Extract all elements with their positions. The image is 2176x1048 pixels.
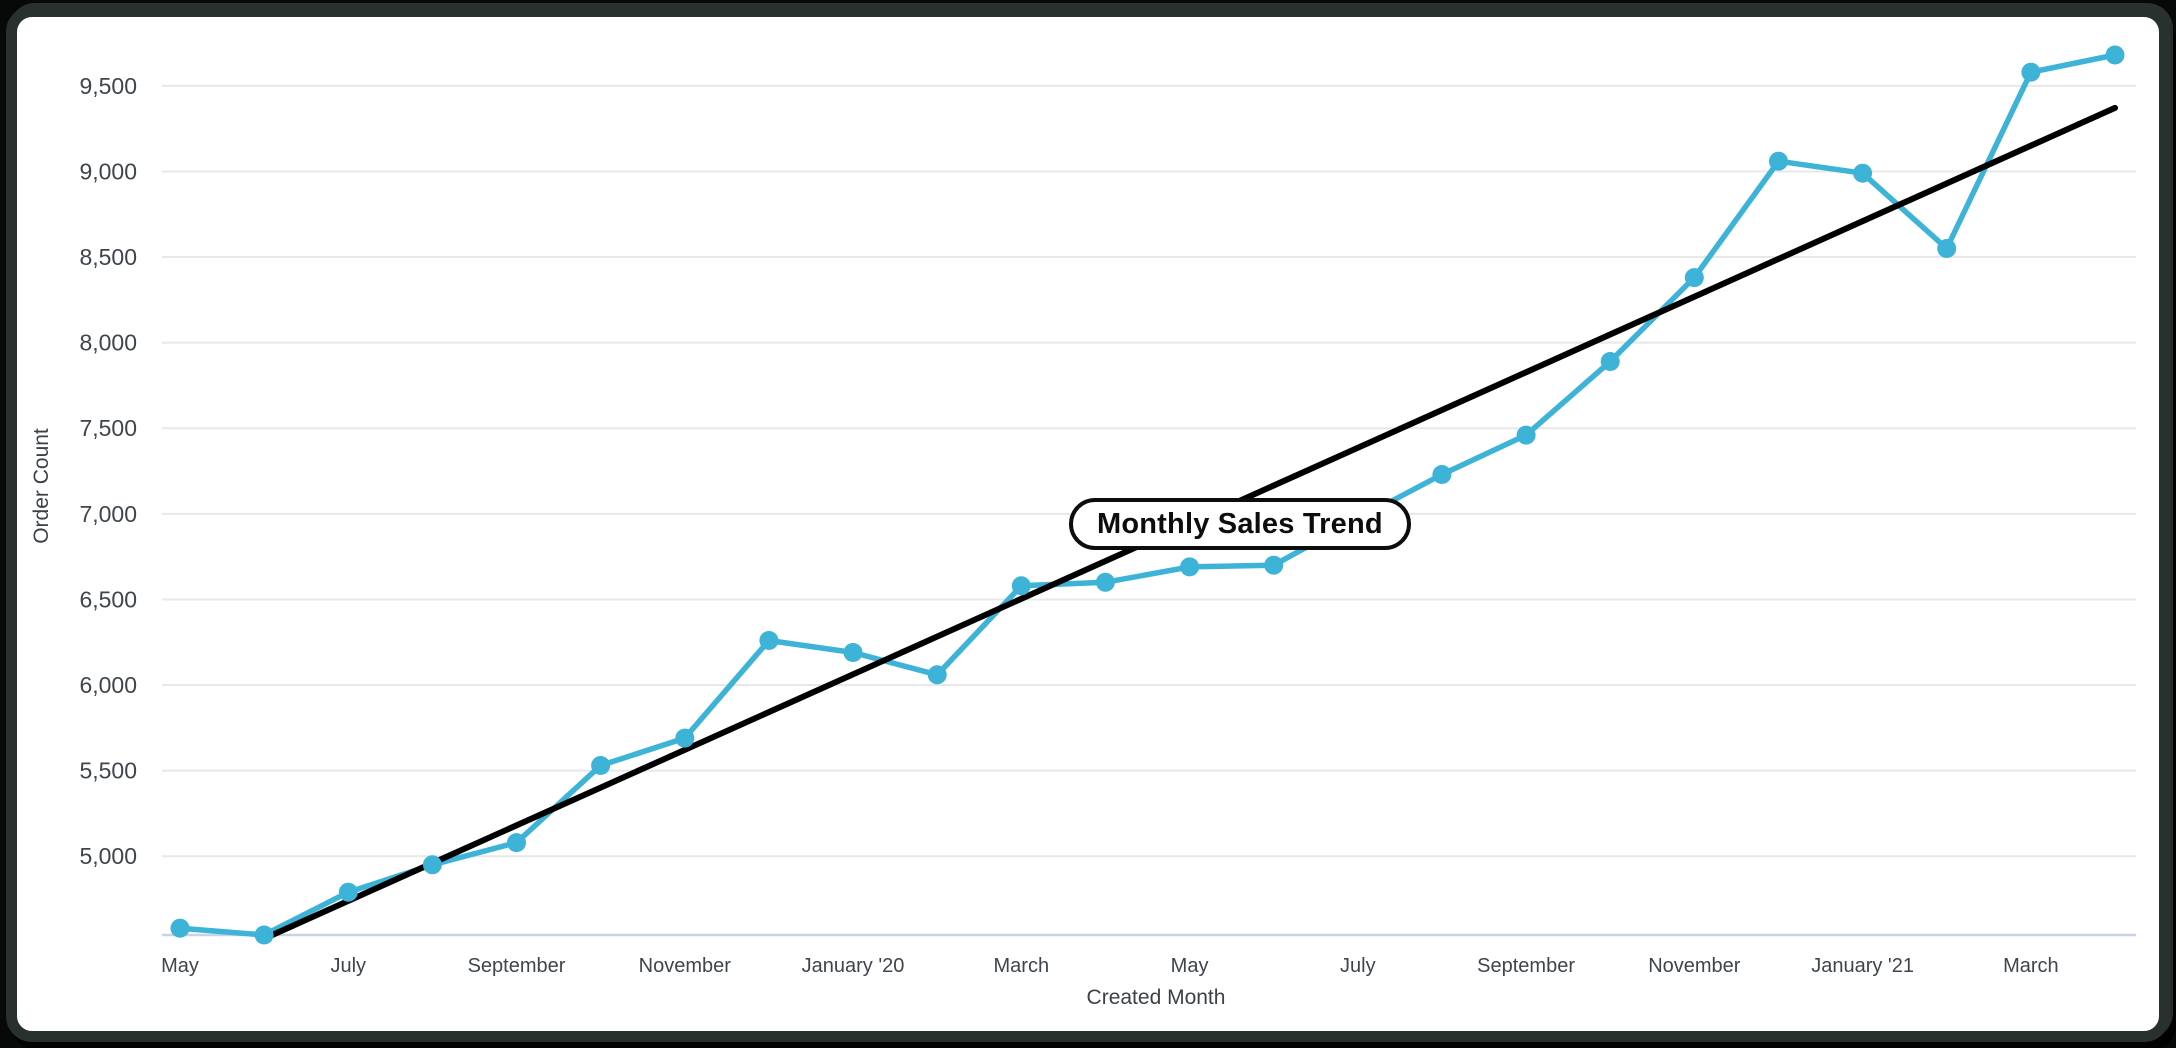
y-tick-label: 7,000	[79, 501, 137, 527]
data-point[interactable]	[675, 728, 695, 748]
y-tick-label: 8,500	[79, 244, 137, 270]
x-tick-label: May	[161, 955, 199, 977]
data-point[interactable]	[507, 833, 526, 853]
x-tick-label: November	[639, 955, 732, 977]
x-tick-label: March	[994, 955, 1050, 977]
x-tick-label: July	[1340, 955, 1376, 977]
data-point[interactable]	[254, 925, 274, 945]
data-point[interactable]	[1180, 557, 1200, 577]
data-point[interactable]	[759, 631, 779, 650]
data-point[interactable]	[338, 882, 358, 902]
data-point[interactable]	[1769, 151, 1788, 171]
x-tick-label: September	[1477, 955, 1575, 977]
data-point[interactable]	[591, 756, 611, 775]
y-tick-label: 8,000	[79, 330, 137, 356]
x-tick-label: January '20	[802, 955, 905, 977]
x-tick-label: May	[1171, 955, 1209, 977]
y-axis-title: Order Count	[30, 428, 53, 544]
x-tick-label: January '21	[1811, 955, 1914, 977]
data-point[interactable]	[422, 855, 442, 875]
y-tick-label: 5,500	[79, 758, 137, 784]
y-tick-label: 7,500	[79, 415, 137, 441]
series-line	[177, 52, 2118, 938]
data-point[interactable]	[1432, 465, 1452, 484]
y-tick-label: 9,000	[79, 158, 137, 184]
data-point[interactable]	[1600, 352, 1620, 371]
y-tick-label: 5,000	[79, 843, 137, 869]
data-point[interactable]	[927, 665, 947, 685]
data-point[interactable]	[1516, 425, 1536, 445]
data-point[interactable]	[1684, 268, 1704, 288]
data-point[interactable]	[843, 643, 863, 662]
data-point[interactable]	[2105, 45, 2125, 65]
data-point[interactable]	[1095, 572, 1115, 592]
data-point[interactable]	[1937, 239, 1957, 258]
x-tick-label: July	[330, 955, 366, 977]
x-tick-label: November	[1648, 955, 1741, 977]
x-tick-label: March	[2003, 955, 2059, 977]
data-point[interactable]	[1264, 555, 1284, 575]
y-tick-label: 9,500	[79, 73, 137, 99]
x-axis-title: Created Month	[1086, 986, 1226, 1009]
chart-title-badge: Monthly Sales Trend	[1069, 498, 1411, 550]
data-point[interactable]	[1011, 576, 1031, 596]
y-tick-label: 6,000	[79, 672, 137, 698]
data-point[interactable]	[2021, 62, 2041, 82]
data-point[interactable]	[170, 918, 190, 938]
chart-title-text: Monthly Sales Trend	[1097, 507, 1383, 540]
x-tick-label: September	[468, 955, 566, 977]
data-point[interactable]	[1853, 163, 1873, 183]
y-tick-label: 6,500	[79, 586, 137, 612]
